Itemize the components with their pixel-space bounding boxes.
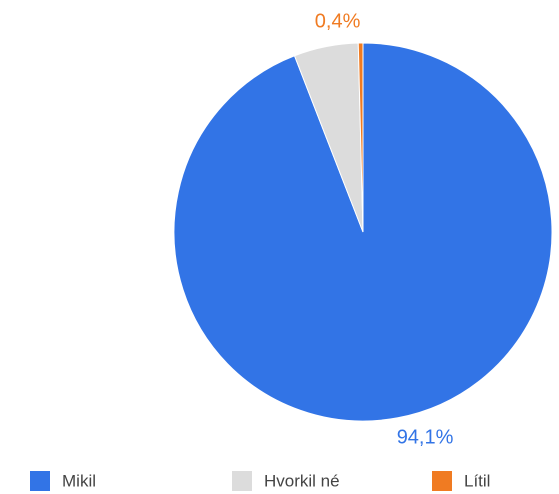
legend-label: Hvorkil né — [264, 471, 340, 490]
legend-swatch — [30, 471, 50, 491]
slice-label: 0,4% — [315, 10, 361, 32]
legend-label: Lítil — [464, 471, 490, 490]
pie-slice — [357, 42, 364, 233]
legend-swatch — [232, 471, 252, 491]
slice-label: 94,1% — [397, 427, 454, 449]
legend-swatch — [432, 471, 452, 491]
legend-label: Mikil — [62, 471, 96, 490]
